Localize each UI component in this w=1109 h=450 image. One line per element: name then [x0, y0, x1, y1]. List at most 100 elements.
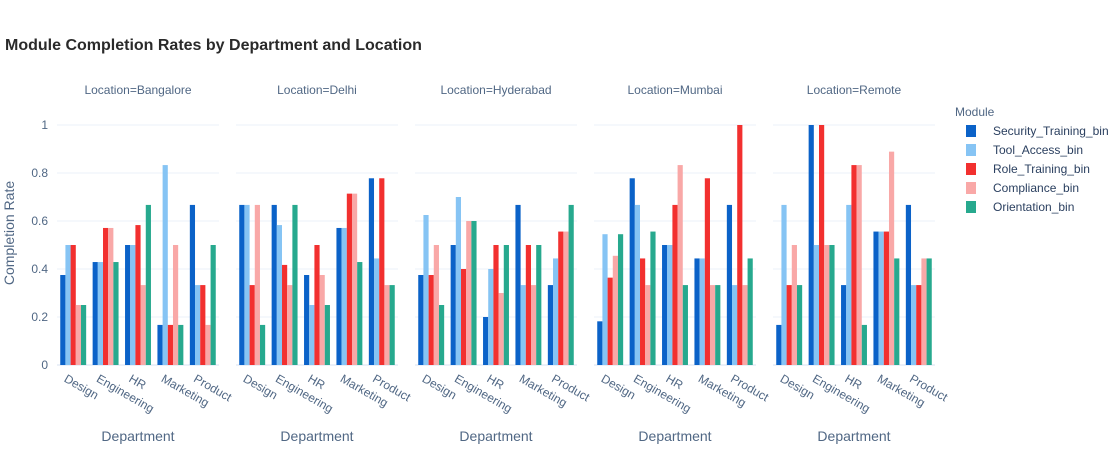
bar-Role_Training_bin — [525, 245, 531, 365]
bar-Tool_Access_bin — [520, 285, 526, 365]
bar-Security_Training_bin — [629, 178, 635, 365]
bar-Tool_Access_bin — [162, 165, 168, 365]
bar-Security_Training_bin — [515, 204, 521, 365]
x-tick-label: Design — [599, 371, 638, 402]
bar-Tool_Access_bin — [374, 258, 380, 365]
bar-Tool_Access_bin — [488, 269, 494, 365]
bar-Role_Training_bin — [916, 285, 922, 365]
bar-Role_Training_bin — [249, 285, 255, 365]
x-tick-label: Engineering — [94, 371, 156, 415]
bar-Compliance_bin — [254, 204, 260, 365]
bar-Compliance_bin — [319, 275, 325, 365]
bar-Tool_Access_bin — [878, 231, 884, 365]
bar-Role_Training_bin — [135, 225, 141, 365]
bar-Orientation_bin — [389, 285, 395, 365]
bar-Security_Training_bin — [483, 317, 489, 365]
bar-Security_Training_bin — [905, 204, 912, 365]
x-tick-label: Engineering — [273, 371, 335, 415]
bar-Role_Training_bin — [314, 245, 320, 365]
bar-Compliance_bin — [530, 285, 537, 365]
bar-Orientation_bin — [145, 204, 151, 365]
bar-Orientation_bin — [650, 231, 656, 365]
bar-Orientation_bin — [617, 234, 624, 365]
x-axis-title: Department — [459, 428, 532, 444]
bar-Role_Training_bin — [786, 285, 792, 365]
bar-Role_Training_bin — [167, 324, 173, 365]
facet-title: Location=Delhi — [277, 83, 357, 97]
bar-Security_Training_bin — [418, 275, 424, 365]
bar-Orientation_bin — [113, 262, 119, 365]
bar-Orientation_bin — [357, 262, 363, 365]
bar-Security_Training_bin — [547, 285, 554, 365]
bar-Security_Training_bin — [189, 204, 196, 365]
bar-Compliance_bin — [172, 245, 179, 365]
legend-swatch — [966, 144, 976, 156]
legend-swatch — [966, 125, 976, 137]
bar-Tool_Access_bin — [846, 204, 852, 365]
bar-Role_Training_bin — [704, 178, 710, 365]
bar-Orientation_bin — [715, 285, 721, 365]
y-tick-label: 0.8 — [31, 166, 48, 180]
bar-Role_Training_bin — [200, 285, 206, 365]
bar-Compliance_bin — [498, 293, 504, 365]
bar-Role_Training_bin — [737, 125, 743, 365]
y-tick-label: 1 — [41, 118, 48, 132]
bar-Role_Training_bin — [461, 269, 467, 365]
y-tick-label: 0.2 — [31, 310, 48, 324]
bar-Security_Training_bin — [304, 275, 310, 365]
x-axis-title: Department — [638, 428, 711, 444]
bar-Tool_Access_bin — [423, 215, 429, 365]
x-tick-label: Design — [420, 371, 459, 402]
bar-Tool_Access_bin — [309, 305, 315, 365]
bar-Orientation_bin — [894, 258, 900, 365]
bar-Compliance_bin — [856, 165, 862, 365]
bar-Security_Training_bin — [60, 275, 66, 365]
bar-Tool_Access_bin — [732, 285, 738, 365]
bar-Orientation_bin — [861, 324, 867, 365]
x-tick-label: Design — [62, 371, 101, 402]
bar-Orientation_bin — [926, 258, 932, 365]
bar-Compliance_bin — [921, 258, 927, 365]
y-tick-label: 0 — [41, 358, 48, 372]
bar-Security_Training_bin — [694, 258, 700, 365]
x-tick-label: Engineering — [631, 371, 693, 415]
bar-Tool_Access_bin — [65, 245, 71, 365]
bar-Security_Training_bin — [841, 285, 847, 365]
bar-Role_Training_bin — [558, 231, 564, 365]
bar-Orientation_bin — [747, 258, 753, 365]
bar-Compliance_bin — [140, 285, 146, 365]
x-tick-label: Engineering — [810, 371, 872, 415]
bar-Security_Training_bin — [125, 245, 131, 365]
legend-label: Role_Training_bin — [993, 162, 1090, 176]
bar-Security_Training_bin — [776, 324, 782, 365]
bar-Compliance_bin — [888, 151, 895, 365]
bar-Orientation_bin — [471, 221, 477, 365]
legend-title: Module — [955, 105, 995, 119]
bar-Role_Training_bin — [493, 245, 499, 365]
bar-Tool_Access_bin — [276, 225, 282, 365]
legend-swatch — [966, 201, 976, 213]
facet-title: Location=Remote — [807, 83, 902, 97]
bar-Orientation_bin — [292, 204, 298, 365]
bar-Orientation_bin — [438, 305, 445, 365]
bar-Tool_Access_bin — [195, 285, 201, 365]
bar-Tool_Access_bin — [699, 258, 705, 365]
bar-Security_Training_bin — [873, 231, 879, 365]
bar-Role_Training_bin — [819, 125, 825, 365]
bar-Security_Training_bin — [726, 204, 733, 365]
bar-Role_Training_bin — [428, 275, 434, 365]
bar-Orientation_bin — [503, 245, 509, 365]
bar-Tool_Access_bin — [634, 204, 640, 365]
y-axis-title: Completion Rate — [1, 181, 17, 285]
chart-title: Module Completion Rates by Department an… — [5, 37, 422, 54]
x-tick-label: Design — [241, 371, 280, 402]
bar-Compliance_bin — [612, 255, 618, 365]
y-tick-label: 0.6 — [31, 214, 48, 228]
bar-Orientation_bin — [324, 305, 330, 365]
bar-Role_Training_bin — [851, 165, 857, 365]
